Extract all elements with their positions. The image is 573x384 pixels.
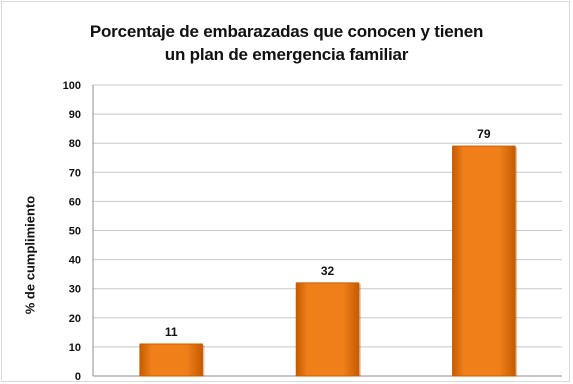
bar — [139, 343, 203, 377]
chart-title-line-1: Porcentaje de embarazadas que conocen y … — [89, 22, 484, 41]
y-tick-label: 30 — [69, 284, 81, 296]
chart-title: Porcentaje de embarazadas que conocen y … — [0, 20, 573, 66]
y-tick-label: 50 — [69, 226, 81, 238]
y-tick-label: 80 — [69, 138, 81, 150]
y-tick-label: 90 — [69, 109, 81, 121]
bar — [452, 145, 516, 377]
data-label: 11 — [165, 325, 178, 339]
y-tick-label: 70 — [69, 167, 81, 179]
chart-title-line-2: un plan de emergencia familiar — [164, 45, 409, 64]
data-label: 32 — [321, 264, 335, 278]
y-tick-label: 100 — [63, 80, 81, 92]
bar — [295, 282, 360, 377]
y-tick-label: 0 — [75, 371, 81, 383]
data-label: 79 — [477, 127, 491, 141]
y-tick-label: 20 — [69, 313, 81, 325]
y-tick-label: 60 — [69, 196, 81, 208]
y-tick-label: 40 — [69, 255, 81, 267]
y-tick-label: 10 — [69, 342, 81, 354]
